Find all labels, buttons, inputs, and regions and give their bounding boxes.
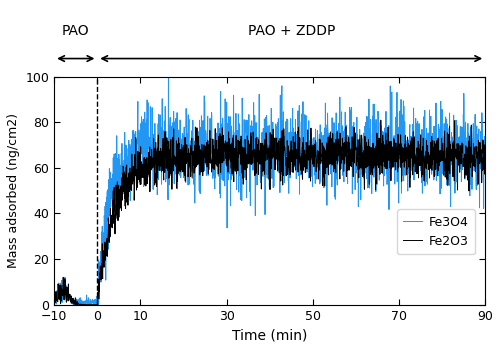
Fe2O3 — [350, 174, 356, 179]
Fe3O4 — [306, 176, 312, 180]
Fe2O3 — [378, 118, 384, 122]
Fe3O4 — [390, 146, 396, 150]
Fe2O3 — [51, 299, 57, 304]
Fe2O3 — [88, 303, 94, 307]
Fe3O4 — [94, 303, 100, 307]
Fe3O4 — [482, 148, 488, 153]
Fe3O4 — [88, 302, 94, 306]
Fe3O4 — [166, 75, 172, 79]
Line: Fe2O3: Fe2O3 — [54, 120, 485, 305]
Fe2O3 — [177, 150, 183, 154]
Fe2O3 — [306, 156, 312, 160]
Fe2O3 — [311, 165, 317, 169]
Fe2O3 — [94, 303, 100, 307]
Legend: Fe3O4, Fe2O3: Fe3O4, Fe2O3 — [397, 209, 474, 254]
Text: PAO: PAO — [62, 24, 90, 38]
Text: PAO + ZDDP: PAO + ZDDP — [248, 24, 335, 38]
Fe3O4 — [311, 156, 317, 161]
Fe3O4 — [51, 298, 57, 302]
Fe3O4 — [177, 118, 183, 122]
Line: Fe3O4: Fe3O4 — [54, 77, 485, 305]
Fe3O4 — [350, 146, 356, 150]
Fe2O3 — [390, 158, 396, 163]
Fe2O3 — [482, 145, 488, 149]
X-axis label: Time (min): Time (min) — [232, 328, 308, 342]
Y-axis label: Mass adsorbed (ng/cm2): Mass adsorbed (ng/cm2) — [7, 113, 20, 268]
